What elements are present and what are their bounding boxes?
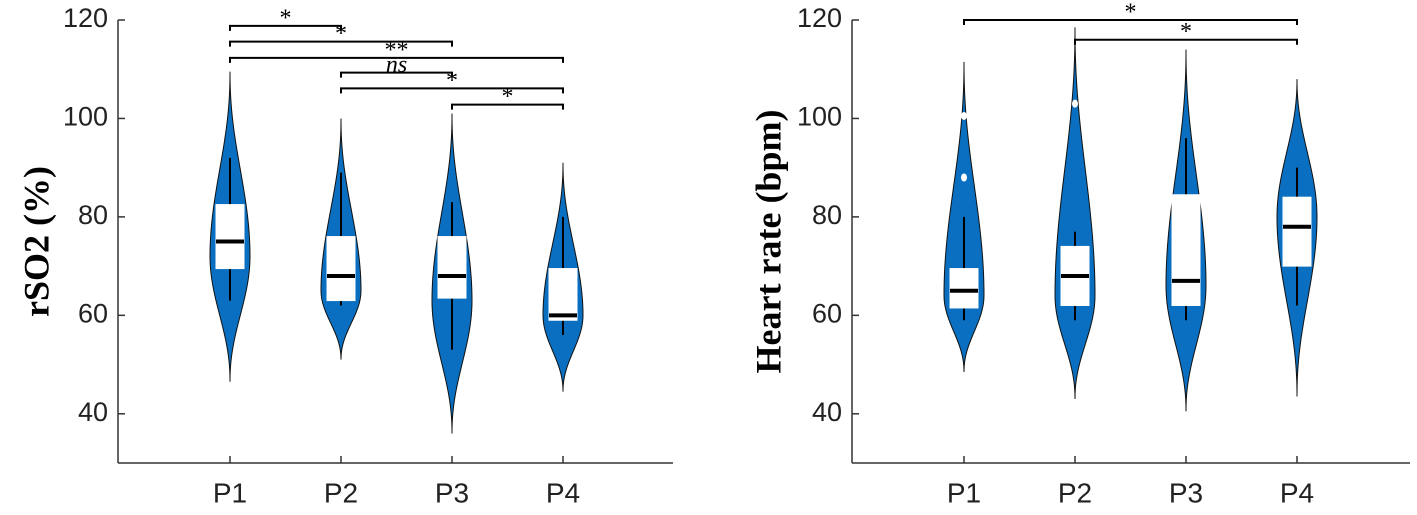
significance-bracket <box>451 103 564 110</box>
significance-bracket <box>229 40 453 47</box>
box <box>437 236 467 299</box>
outlier <box>1072 99 1078 108</box>
y-tick-label: 100 <box>63 102 108 132</box>
significance-label: * <box>280 5 292 31</box>
significance-label: * <box>502 84 514 110</box>
significance-bracket <box>963 19 1298 25</box>
x-tick-label: P1 <box>213 477 247 508</box>
panel: 40 60 80 100 120 Heart rate (bpm) P1 P2 P3 P4 * * <box>748 0 1410 508</box>
x-tick-label: P3 <box>435 477 469 508</box>
x-tick-label: P1 <box>947 477 981 508</box>
y-tick-label: 60 <box>78 298 108 328</box>
y-tick-label: 60 <box>812 298 842 328</box>
box <box>548 268 578 321</box>
box <box>949 268 979 309</box>
significance-label: * <box>1125 0 1137 26</box>
violin <box>1054 27 1096 400</box>
significance-label: * <box>335 21 347 47</box>
x-tick-label: P3 <box>1169 477 1203 508</box>
significance-bracket <box>229 24 342 31</box>
significance-label: * <box>1180 19 1192 45</box>
significance-bracket <box>340 87 564 94</box>
box <box>215 204 245 270</box>
x-tick-label: P4 <box>546 477 580 508</box>
significance-label: ** <box>385 37 409 63</box>
y-axis-label: rSO2 (%) <box>16 166 56 317</box>
significance-bracket <box>1074 38 1298 45</box>
significance-bracket <box>340 71 453 78</box>
significance-label: ns <box>386 52 407 78</box>
x-tick-label: P2 <box>324 477 358 508</box>
y-tick-label: 40 <box>78 397 108 427</box>
y-tick-label: 80 <box>78 200 108 230</box>
outlier <box>961 111 967 120</box>
y-tick-label: 100 <box>797 102 842 132</box>
box <box>326 236 356 302</box>
outlier <box>961 173 967 182</box>
x-tick-label: P2 <box>1058 477 1092 508</box>
y-tick-label: 120 <box>63 3 108 33</box>
y-axis-label: Heart rate (bpm) <box>748 110 788 374</box>
y-tick-label: 80 <box>812 200 842 230</box>
box <box>1282 196 1312 267</box>
box <box>1171 194 1201 306</box>
y-tick-label: 40 <box>812 397 842 427</box>
x-tick-label: P4 <box>1280 477 1314 508</box>
significance-bracket <box>229 56 564 63</box>
y-tick-label: 120 <box>797 3 842 33</box>
significance-label: * <box>446 68 458 94</box>
